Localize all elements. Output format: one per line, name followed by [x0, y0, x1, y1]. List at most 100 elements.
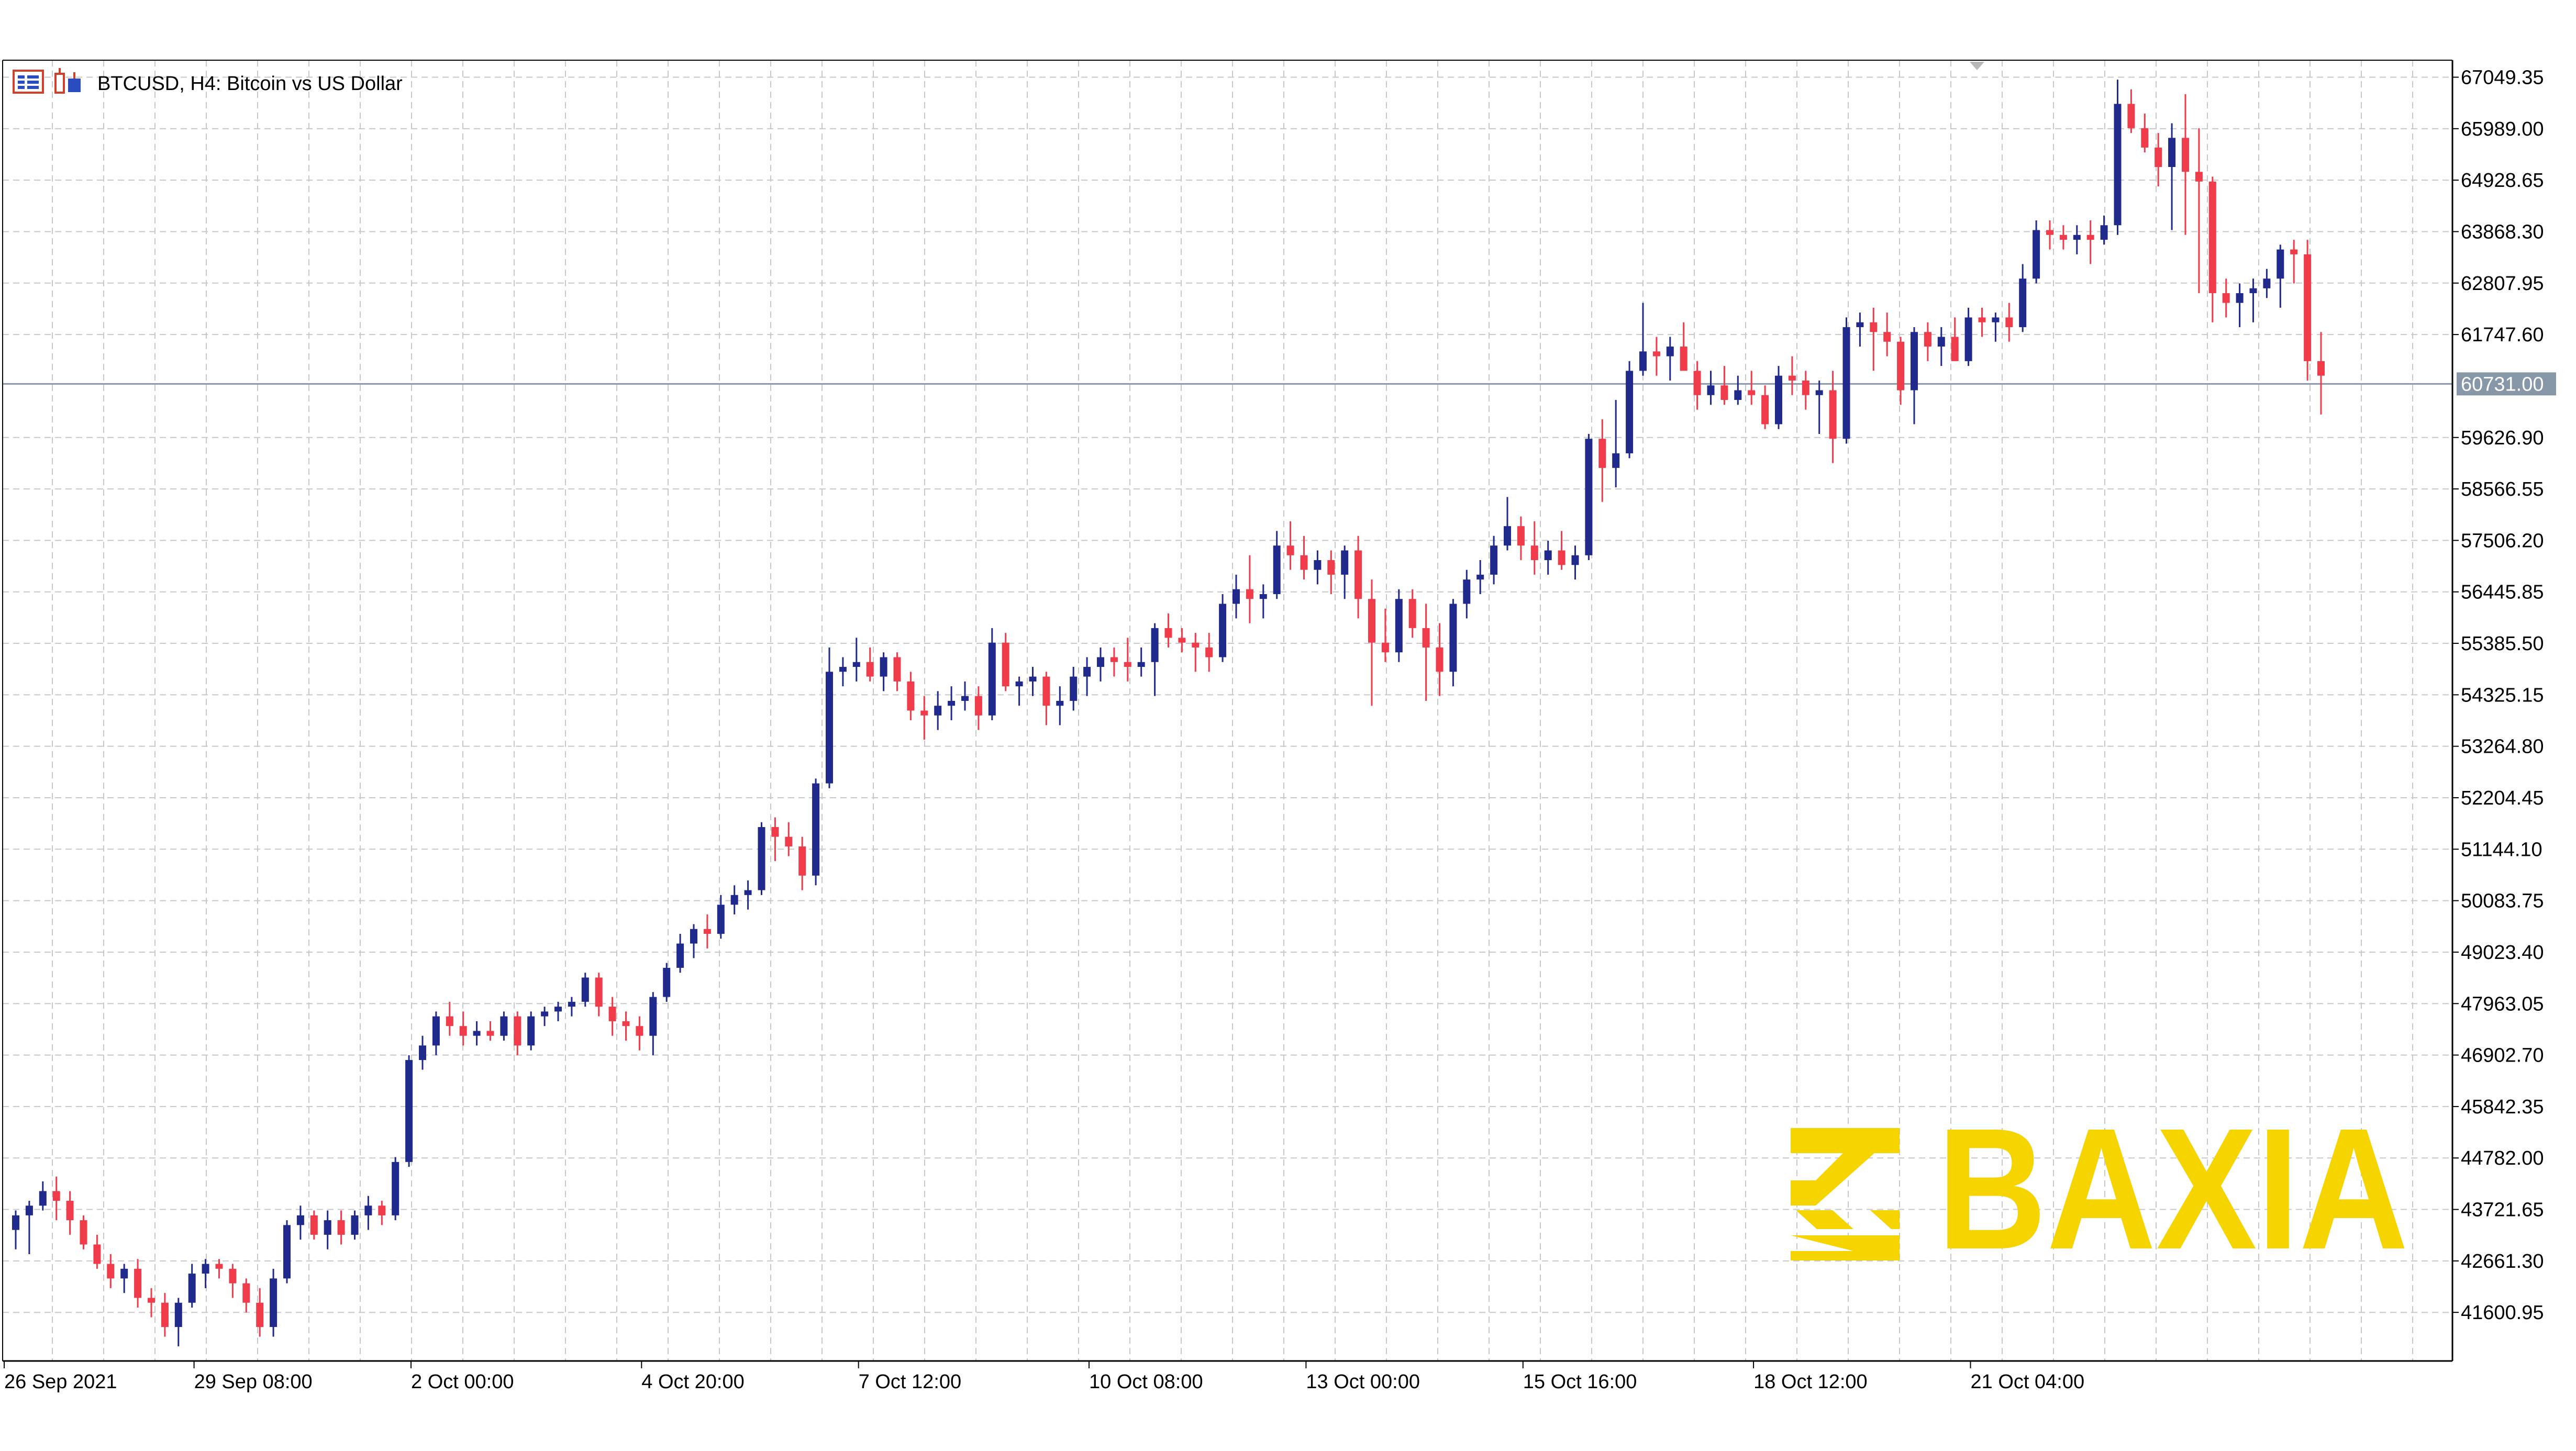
candle-body [2304, 254, 2312, 361]
candle [866, 647, 874, 682]
candle [1964, 307, 1972, 366]
price-tick-label: 63868.30 [2461, 221, 2544, 243]
time-tick-label: 29 Sep 08:00 [194, 1371, 313, 1393]
candle [554, 1001, 562, 1021]
candle-body [1598, 439, 1606, 468]
candle-body [174, 1302, 182, 1327]
candle [378, 1201, 386, 1225]
candle [2127, 89, 2135, 133]
price-tick-label: 67049.35 [2461, 67, 2544, 89]
price-tick-label: 59626.90 [2461, 427, 2544, 449]
candle-body [242, 1283, 250, 1303]
time-tick-label: 15 Oct 16:00 [1523, 1371, 1637, 1393]
shift-marker-icon[interactable] [1970, 62, 1984, 70]
candle-body [1381, 642, 1389, 653]
candle-body [1693, 371, 1701, 395]
candle-body [1802, 380, 1809, 395]
baxia-wordmark: BAXIA [1937, 1092, 2408, 1285]
candle [2317, 332, 2325, 415]
candle-body [1558, 550, 1565, 565]
candle-body [2059, 235, 2067, 240]
candle-body [852, 662, 860, 667]
candle [1829, 371, 1837, 463]
candle-body [2222, 293, 2230, 303]
candle-body [1246, 589, 1253, 599]
candle-body [2195, 172, 2203, 182]
candle-body [2046, 230, 2053, 235]
candle [1911, 327, 1918, 425]
candle-body [839, 667, 847, 672]
candle [541, 1007, 549, 1026]
time-tick-label: 26 Sep 2021 [4, 1371, 117, 1393]
candle-body [1504, 526, 1511, 546]
candle [1517, 516, 1525, 561]
candle-body [744, 890, 752, 895]
candle-body [758, 827, 765, 890]
candle-body [1137, 662, 1145, 667]
candle-body [826, 672, 833, 784]
candle [80, 1215, 87, 1249]
candle [1259, 584, 1267, 619]
candle-body [1219, 604, 1227, 657]
candle [2114, 80, 2122, 235]
candle-body [500, 1016, 508, 1036]
candle-body [1911, 332, 1918, 390]
candle-body [920, 710, 928, 716]
list-icon[interactable] [13, 70, 44, 94]
candle [1626, 361, 1634, 459]
candle [1436, 623, 1444, 696]
candle [1490, 535, 1498, 585]
candle [1802, 371, 1809, 410]
candle [364, 1196, 372, 1230]
candle-body [1734, 390, 1742, 400]
candle [1544, 540, 1552, 575]
candle-body [1233, 589, 1240, 604]
candle-body [1449, 604, 1457, 672]
candle-body [12, 1215, 19, 1230]
candle [1354, 535, 1362, 619]
candle-body [880, 657, 887, 677]
candle-body [283, 1225, 291, 1279]
candle-body [893, 657, 901, 682]
candle-body [1110, 657, 1118, 662]
candle [1314, 550, 1322, 585]
candle-body [1490, 545, 1498, 575]
candle-body [1476, 574, 1484, 580]
candle-body [785, 836, 793, 847]
candle [649, 992, 657, 1055]
candle-body [459, 1026, 467, 1036]
price-tick-label: 50083.75 [2461, 890, 2544, 912]
candle [812, 778, 820, 886]
candle-body [1042, 676, 1050, 706]
candle [242, 1278, 250, 1313]
candle [134, 1259, 142, 1308]
candle-body [1951, 337, 1959, 361]
candle [730, 885, 738, 914]
candle [1395, 589, 1403, 662]
candle [2141, 113, 2149, 153]
candle [1666, 337, 1674, 381]
current-price-box [2457, 372, 2556, 396]
candle [66, 1191, 74, 1235]
candle-body [622, 1021, 630, 1026]
candle-body [1015, 681, 1023, 687]
candle-body [934, 706, 942, 716]
candle [581, 973, 589, 1007]
candle [2046, 220, 2053, 250]
candle-body [2141, 128, 2149, 148]
candle [2236, 283, 2244, 327]
candle [2290, 240, 2298, 284]
candle-body [1652, 351, 1660, 356]
candle-body [988, 642, 996, 716]
candle [758, 822, 765, 895]
candle-body [2277, 249, 2284, 279]
candle [1178, 628, 1186, 653]
candle-body [1151, 628, 1159, 662]
candle-body [161, 1302, 169, 1327]
candle [1612, 400, 1620, 487]
candle-body [2019, 278, 2027, 327]
candle-body [215, 1264, 223, 1269]
candle-body [663, 967, 671, 997]
candlestick-chart-icon[interactable] [54, 68, 81, 94]
